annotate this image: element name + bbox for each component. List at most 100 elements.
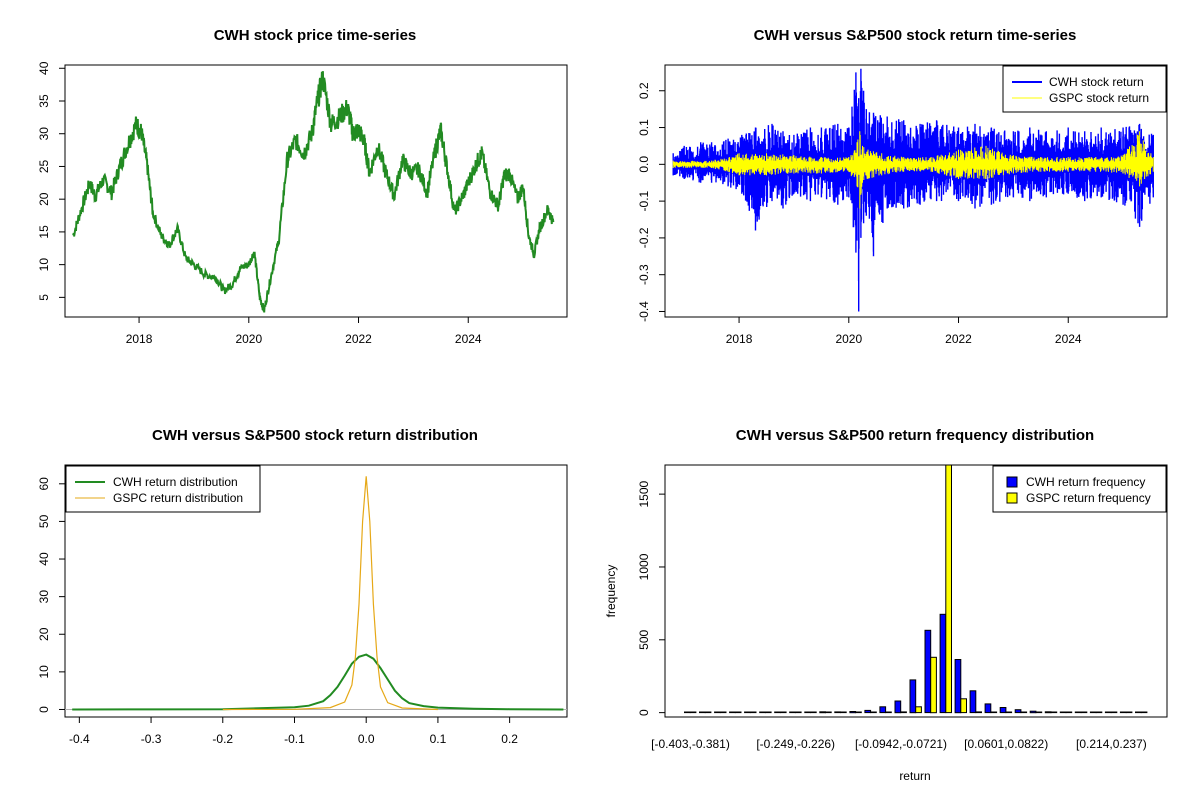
- price-y-tick-label: 10: [37, 258, 51, 272]
- histogram-x-tick-label: [0.214,0.237): [1076, 737, 1147, 751]
- gspc-frequency-bar: [840, 711, 847, 714]
- returns-plot-frame: [664, 64, 1168, 318]
- cwh-frequency-bar: [984, 703, 992, 714]
- gspc-frequency-bar: [945, 464, 952, 714]
- density-plot-frame: [64, 464, 568, 718]
- cwh-frequency-bar: [759, 711, 766, 714]
- density-y-tick-label: 60: [37, 477, 51, 491]
- density-panel: CWH versus S&P500 stock return distribut…: [37, 427, 568, 746]
- gspc-frequency-bar: [1080, 711, 1088, 714]
- gspc-frequency-bar: [704, 711, 712, 714]
- cwh-frequency-bar: [954, 659, 962, 714]
- price-y-tick-label: 20: [37, 192, 51, 206]
- gspc-frequency-bar: [1005, 711, 1013, 714]
- legend-swatch-cwh-frequency: [1006, 476, 1018, 488]
- gspc-frequency-bar: [1125, 711, 1133, 714]
- returns-gspc-path: [672, 131, 1154, 209]
- cwh-frequency-bar: [744, 711, 751, 714]
- returns-axes: 2018 2020 2022 2024 -0.4 -0.3 -0.2 -0.1 0.0 0.1 0.…: [637, 82, 1082, 346]
- returns-y-tick-label: -0.4: [637, 301, 651, 322]
- price-y-tick-label: 5: [37, 294, 51, 301]
- cwh-frequency-bar: [909, 679, 917, 714]
- density-y-tick-label: 20: [37, 627, 51, 641]
- cwh-frequency-bar: [699, 711, 706, 714]
- price-axes: 2018 2020 2022 2024 5 10 15 20 25 30 35 40: [37, 61, 482, 346]
- density-y-tick-label: 40: [37, 552, 51, 566]
- returns-legend-box: [1002, 65, 1167, 113]
- returns-y-tick-label: -0.1: [637, 190, 651, 211]
- histogram-y-tick-label: 1500: [637, 480, 651, 507]
- cwh-frequency-bar: [684, 711, 691, 714]
- histogram-y-tick-label: 0: [637, 709, 651, 716]
- legend-label-gspc-return: GSPC stock return: [1049, 91, 1149, 105]
- price-y-tick-label: 25: [37, 159, 51, 173]
- returns-x-tick-label: 2022: [945, 332, 972, 346]
- histogram-panel: CWH versus S&P500 return frequency distr…: [604, 427, 1168, 783]
- cwh-frequency-bar: [999, 707, 1007, 714]
- cwh-frequency-bar: [879, 706, 887, 714]
- gspc-frequency-bar: [870, 711, 877, 714]
- returns-y-tick-label: 0.0: [637, 156, 651, 173]
- price-y-tick-label: 40: [37, 61, 51, 75]
- returns-legend: CWH stock return GSPC stock return: [1002, 65, 1167, 113]
- cwh-frequency-bar: [1029, 710, 1037, 714]
- returns-x-tick-label: 2024: [1055, 332, 1082, 346]
- price-chart-title: CWH stock price time-series: [214, 27, 417, 44]
- gspc-frequency-bar: [1140, 711, 1148, 714]
- price-x-tick-label: 2018: [126, 332, 153, 346]
- cwh-frequency-bar: [834, 711, 841, 714]
- returns-chart-title: CWH versus S&P500 stock return time-seri…: [754, 27, 1077, 44]
- histogram-legend-box: [992, 465, 1167, 513]
- cwh-frequency-bar: [864, 709, 872, 714]
- density-legend-box: [65, 465, 261, 513]
- cwh-frequency-bar: [894, 700, 902, 714]
- gspc-frequency-bar: [885, 711, 892, 714]
- cwh-frequency-bar: [1014, 709, 1022, 714]
- cwh-frequency-bar: [1089, 711, 1097, 714]
- density-chart-title: CWH versus S&P500 stock return distribut…: [152, 427, 478, 444]
- histogram-bars: [684, 464, 1148, 714]
- gspc-frequency-bar: [975, 711, 982, 714]
- legend-label-gspc-density: GSPC return distribution: [113, 491, 243, 505]
- cwh-frequency-bar: [1074, 711, 1082, 714]
- gspc-frequency-bar: [930, 656, 937, 714]
- gspc-frequency-bar: [810, 711, 817, 714]
- gspc-frequency-bar: [749, 711, 757, 714]
- cwh-frequency-bar: [939, 613, 947, 714]
- gspc-frequency-bar: [900, 711, 907, 714]
- density-x-tick-label: 0.0: [358, 732, 375, 746]
- gspc-frequency-bar: [794, 711, 802, 714]
- gspc-frequency-bar: [960, 698, 967, 714]
- returns-y-tick-label: -0.2: [637, 227, 651, 248]
- gspc-frequency-bar: [764, 711, 772, 714]
- density-x-tick-label: 0.1: [430, 732, 447, 746]
- density-y-tick-label: 50: [37, 514, 51, 528]
- price-x-tick-label: 2020: [235, 332, 262, 346]
- price-y-tick-label: 35: [37, 94, 51, 108]
- cwh-frequency-bar: [819, 711, 826, 714]
- cwh-density-curve: [72, 653, 564, 711]
- price-x-tick-label: 2024: [455, 332, 482, 346]
- cwh-frequency-bar: [1044, 711, 1052, 714]
- histogram-y-axis-label: frequency: [604, 565, 618, 618]
- density-x-tick-label: -0.3: [141, 732, 162, 746]
- returns-y-tick-label: 0.1: [637, 119, 651, 136]
- price-y-tick-label: 30: [37, 127, 51, 141]
- gspc-frequency-bar: [1035, 711, 1043, 714]
- cwh-frequency-bar: [729, 711, 736, 714]
- legend-swatch-gspc-frequency: [1006, 492, 1018, 504]
- price-plot-frame: [64, 64, 568, 318]
- cwh-frequency-bar: [1135, 711, 1142, 714]
- histogram-y-tick-label: 500: [637, 629, 651, 649]
- histogram-legend: CWH return frequency GSPC return frequen…: [992, 465, 1167, 513]
- gspc-frequency-bar: [1095, 711, 1103, 714]
- histogram-x-axis-label: return: [899, 769, 930, 783]
- cwh-frequency-bar: [1119, 711, 1127, 714]
- returns-y-tick-label: -0.3: [637, 264, 651, 285]
- cwh-frequency-bar: [804, 711, 811, 714]
- cwh-frequency-bar: [924, 629, 932, 714]
- density-y-tick-label: 10: [37, 665, 51, 679]
- density-legend: CWH return distribution GSPC return dist…: [65, 465, 261, 513]
